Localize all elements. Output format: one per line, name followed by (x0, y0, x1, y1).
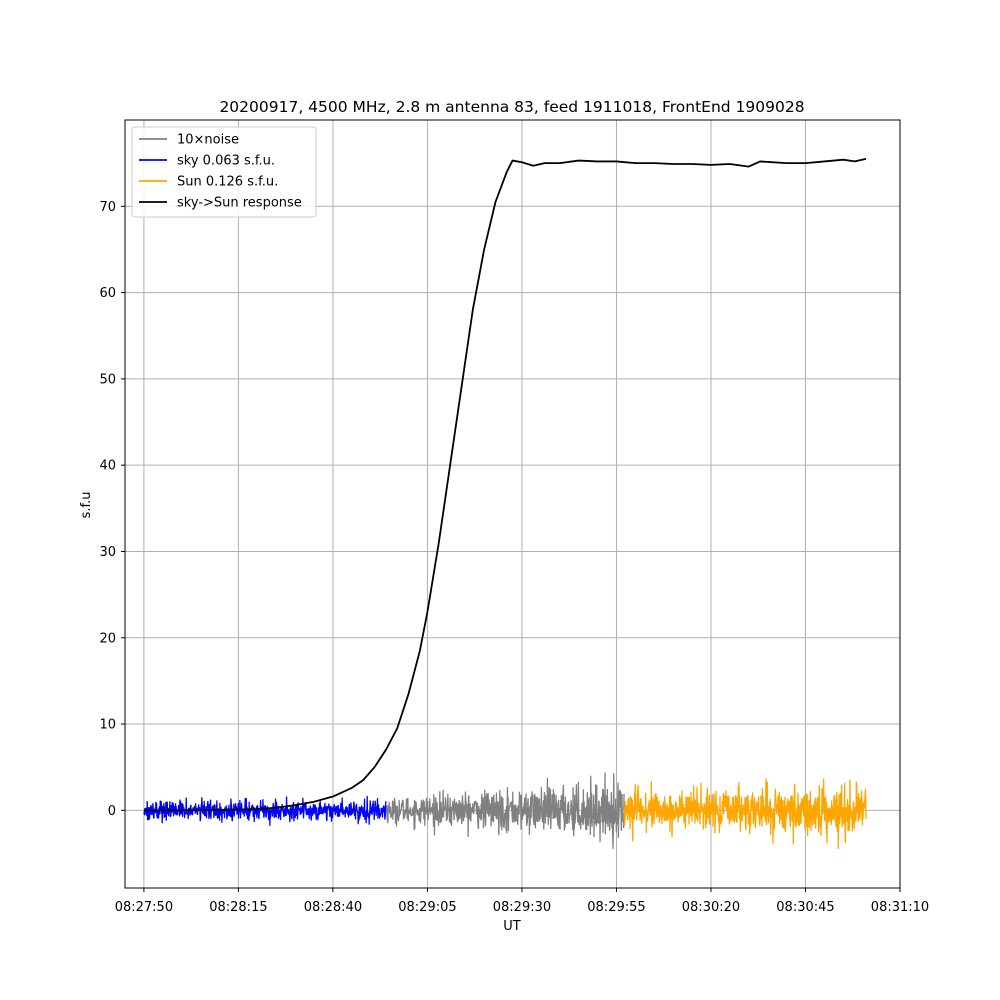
legend: 10×noise sky 0.063 s.f.u. Sun 0.126 s.f.u.… (131, 126, 317, 218)
chart-title: 20200917, 4500 MHz, 2.8 m antenna 83, fe… (219, 98, 804, 116)
x-tick-label: 08:31:10 (871, 900, 929, 915)
y-tick-label: 60 (99, 286, 116, 301)
legend-label: 10×noise (177, 133, 239, 148)
y-tick-label: 40 (99, 459, 116, 474)
y-tick-label: 0 (108, 804, 116, 819)
x-axis-label: UT (503, 919, 521, 934)
legend-box (131, 126, 317, 218)
x-tick-label: 08:27:50 (115, 900, 173, 915)
y-tick-label: 30 (99, 545, 116, 560)
series-line-0 (385, 772, 625, 850)
series-line-1 (143, 795, 387, 826)
legend-label: Sun 0.126 s.f.u. (177, 175, 278, 190)
x-tick-label: 08:28:40 (304, 900, 362, 915)
y-axis: 0 10 20 30 40 50 60 70 (99, 200, 125, 819)
legend-label: sky 0.063 s.f.u. (177, 154, 275, 169)
x-axis: 08:27:50 08:28:15 08:28:40 08:29:05 08:29:30… (115, 888, 929, 915)
y-tick-label: 20 (99, 631, 116, 646)
x-tick-label: 08:30:20 (682, 900, 740, 915)
x-tick-label: 08:29:30 (493, 900, 551, 915)
series-line-3 (143, 157, 867, 812)
series-layer (143, 157, 867, 850)
x-tick-label: 08:29:05 (398, 900, 456, 915)
y-axis-label: s.f.u (79, 492, 94, 519)
series-line-2 (623, 778, 867, 850)
legend-label: sky->Sun response (177, 196, 302, 211)
y-tick-label: 50 (99, 372, 116, 387)
plot-frame (124, 119, 901, 889)
x-tick-label: 08:29:55 (587, 900, 645, 915)
y-tick-label: 10 (99, 718, 116, 733)
x-tick-label: 08:28:15 (209, 900, 267, 915)
y-tick-label: 70 (99, 200, 116, 215)
x-tick-label: 08:30:45 (776, 900, 834, 915)
